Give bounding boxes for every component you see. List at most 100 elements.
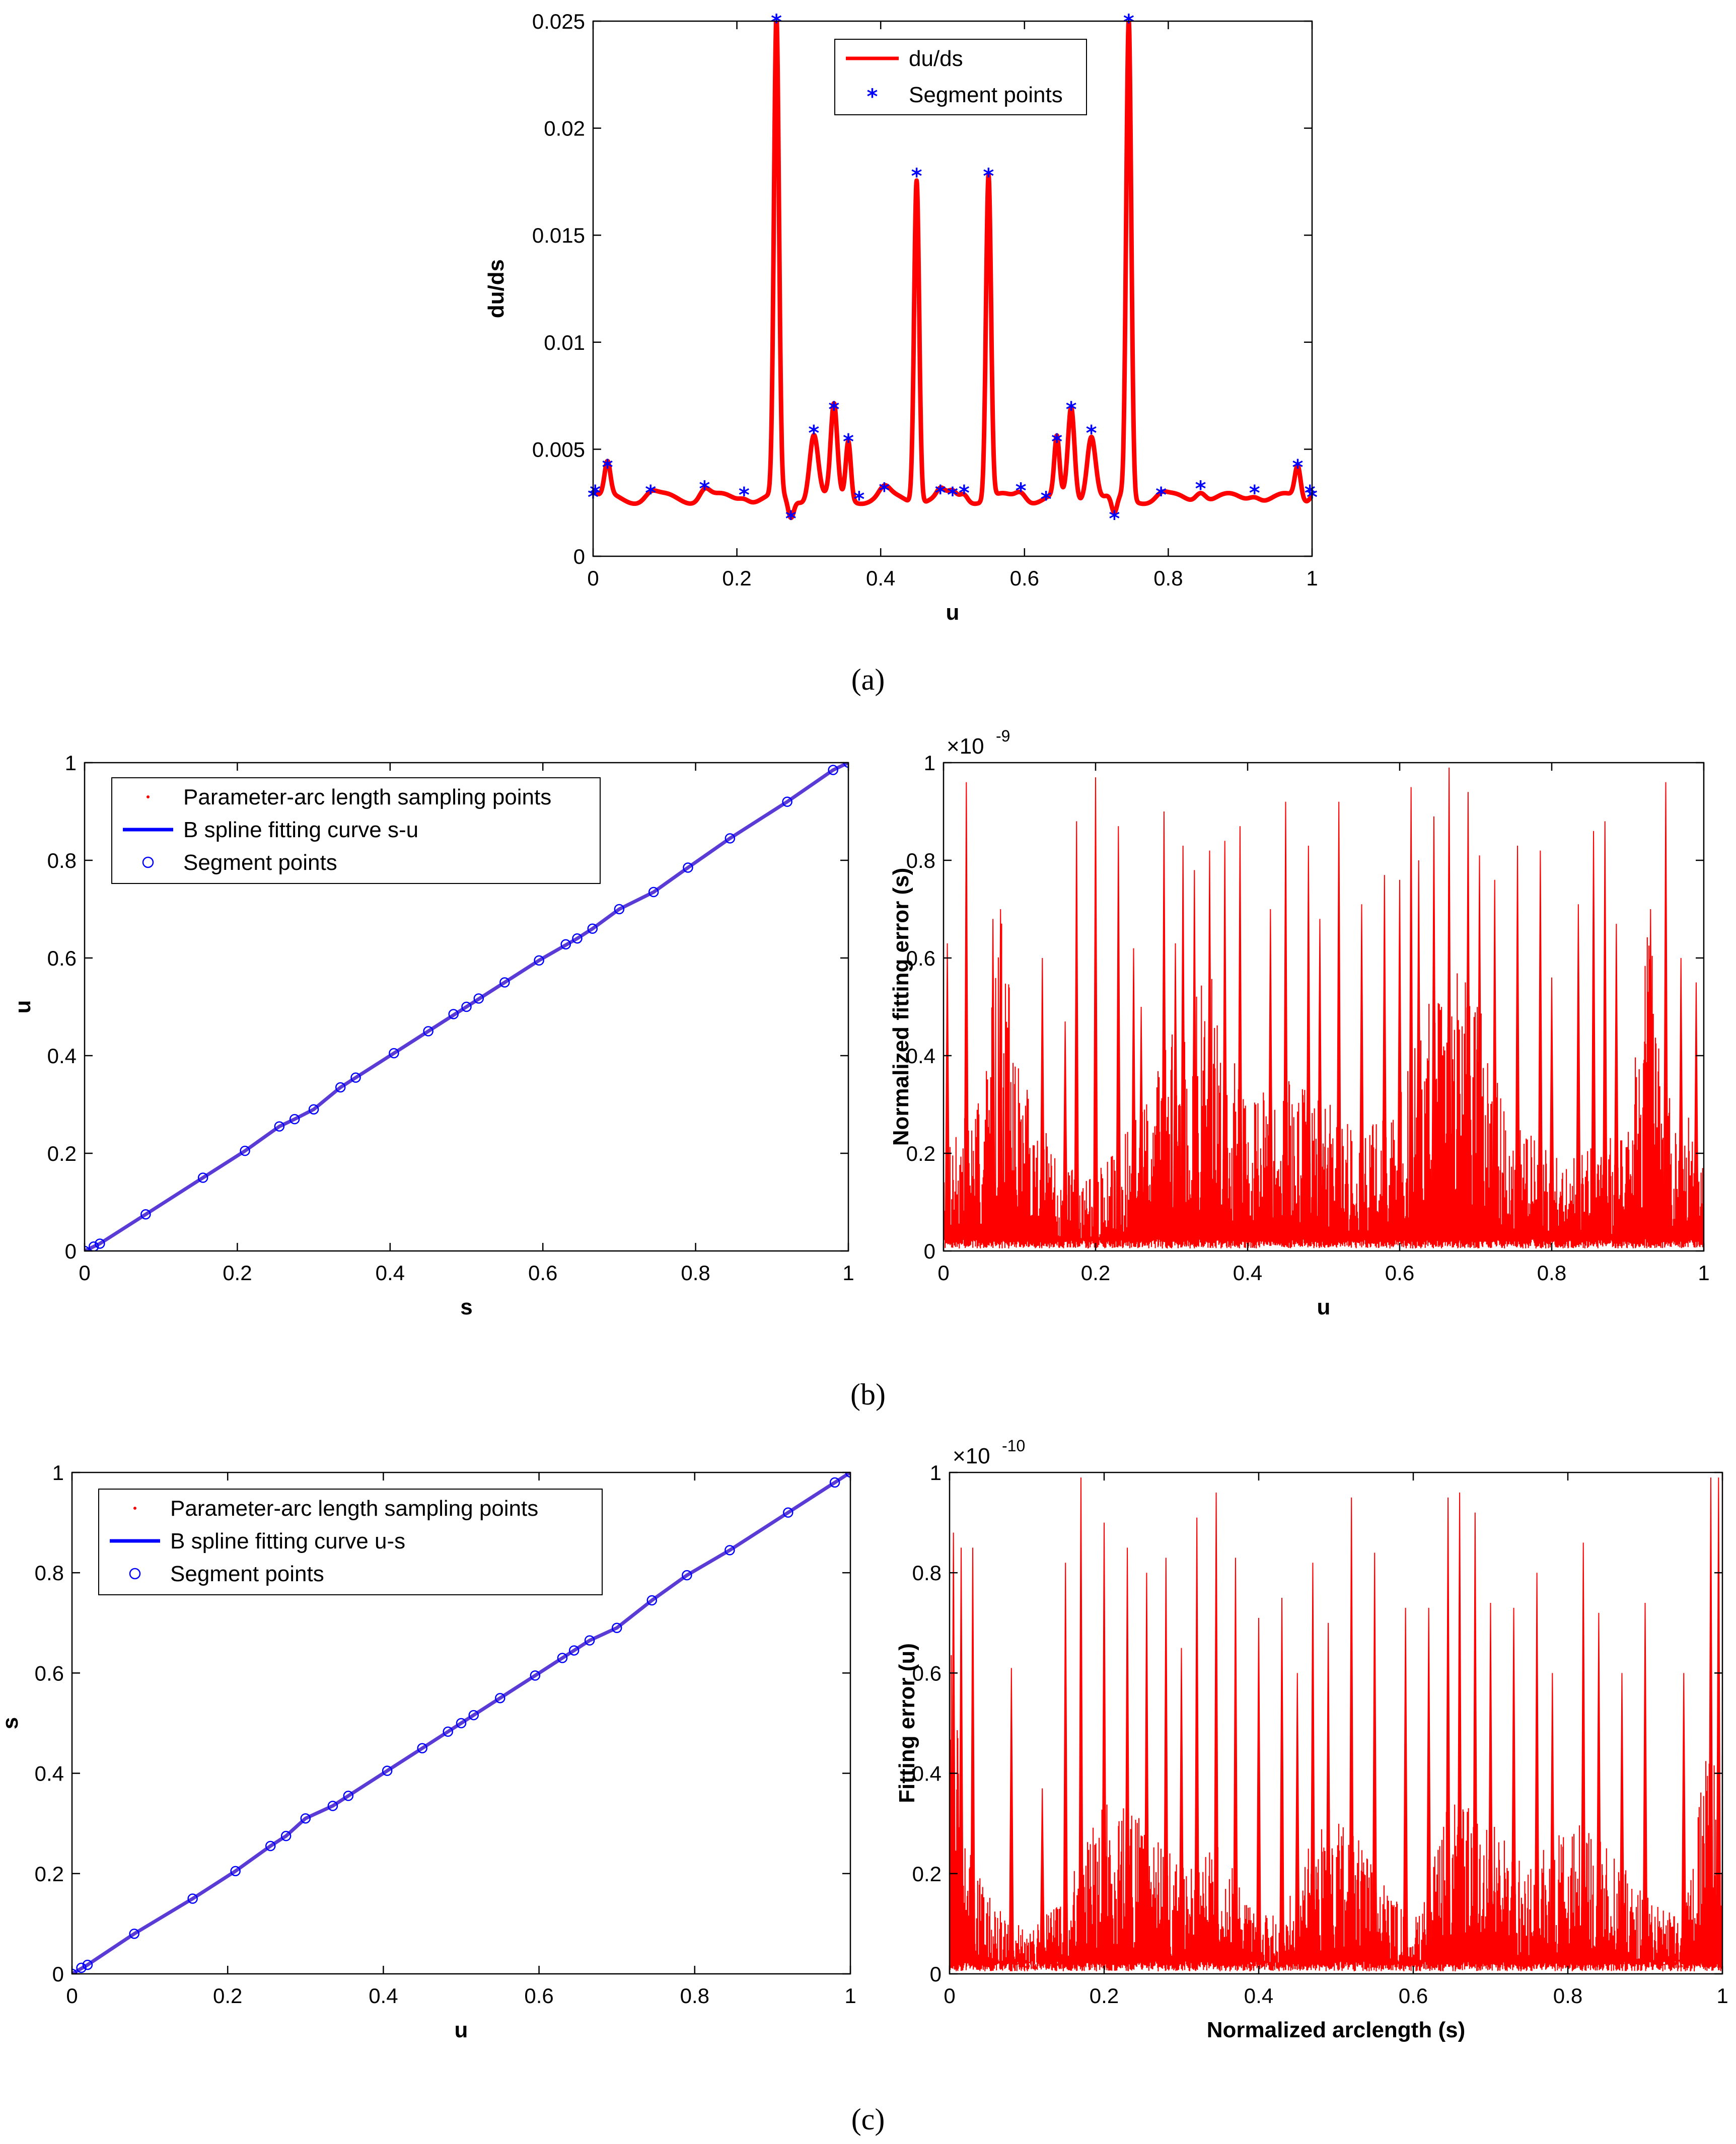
legend-entry-label: Segment points — [170, 1562, 324, 1586]
segment-point-marker: * — [645, 480, 656, 505]
segment-point-circle — [530, 1670, 541, 1681]
axes-box — [949, 1471, 1723, 1975]
error-spike — [1349, 1497, 1354, 1965]
x-tick-label: 0.8 — [1153, 566, 1183, 590]
y-tick-label: 0.6 — [47, 946, 77, 970]
y-tick-label: 0.6 — [906, 946, 935, 970]
segment-point-circle — [389, 1048, 399, 1059]
segment-point-marker: * — [828, 397, 839, 422]
error-spike — [1233, 1558, 1238, 1965]
error-spike — [1708, 1477, 1713, 1965]
segment-point-circle — [335, 1082, 346, 1093]
legend-entry-label: Parameter-arc length sampling points — [170, 1496, 538, 1521]
segment-point-circle — [240, 1145, 250, 1156]
y-tick-label: 0.025 — [532, 10, 585, 33]
error-spike — [1591, 831, 1597, 1242]
chart-b-right: 0 0.2 0.4 0.6 0.8 1 0 0.2 0.4 0.6 0.8 1 u Normalized … — [889, 727, 1710, 1319]
legend-entry-label: du/ds — [909, 46, 963, 71]
segment-point-circle — [382, 1765, 393, 1776]
error-spike — [1074, 821, 1079, 1242]
x-tick-label: 0.2 — [1090, 1984, 1119, 2008]
error-spike — [1457, 1492, 1463, 1965]
error-spike — [959, 1547, 964, 1965]
error-spike — [970, 1547, 976, 1965]
segment-point-circle — [584, 1635, 595, 1646]
y-tick-label: 0.4 — [912, 1762, 942, 1786]
segment-point-circle — [557, 1653, 568, 1663]
error-spike — [1326, 1622, 1331, 1965]
y-tick-label: 1 — [930, 1461, 942, 1485]
segment-point-circle — [280, 1830, 292, 1841]
segment-point-circle — [129, 1929, 139, 1939]
segment-point-circle — [274, 1121, 285, 1132]
segment-point-marker: * — [959, 480, 970, 505]
segment-point-marker: * — [808, 420, 819, 445]
error-spike — [1336, 801, 1342, 1242]
segment-point-circle — [88, 1241, 99, 1251]
error-spike — [1426, 1607, 1431, 1965]
y-tick-label: 0.8 — [906, 849, 935, 872]
legend-dot-swatch — [147, 795, 150, 798]
segment-point-circle — [82, 1959, 93, 1970]
error-spike — [1256, 1617, 1262, 1965]
series-layer — [593, 21, 1312, 521]
error-spike — [1575, 904, 1581, 1242]
segment-point-circle — [76, 1962, 87, 1973]
error-spike — [1008, 1668, 1014, 1965]
error-spike — [1614, 924, 1619, 1242]
error-spike — [1237, 826, 1243, 1242]
segment-point-circle — [300, 1813, 311, 1824]
error-spike — [1138, 1006, 1144, 1242]
segment-point-marker: * — [1249, 480, 1260, 505]
error-spike — [1446, 767, 1452, 1242]
y-tick-label: 1 — [65, 751, 77, 775]
error-spike — [1642, 1602, 1648, 1965]
error-spike — [1416, 860, 1421, 1242]
y-tick-label: 0.01 — [544, 331, 585, 354]
axis-exponent-power: -10 — [1002, 1437, 1025, 1455]
segment-point-circle — [495, 1692, 505, 1704]
error-spike — [1492, 879, 1497, 1242]
segment-point-marker: * — [785, 506, 797, 531]
x-tick-label: 0.2 — [722, 566, 751, 590]
error-spike — [1131, 948, 1136, 1242]
error-spike — [1025, 1089, 1030, 1242]
error-spike — [945, 943, 950, 1242]
error-spike — [1465, 792, 1471, 1242]
y-tick-label: 1 — [52, 1461, 64, 1485]
x-axis-label: u — [946, 600, 960, 625]
error-spike — [1663, 782, 1669, 1242]
x-tick-label: 0.6 — [1385, 1261, 1414, 1285]
error-spike — [1294, 1673, 1300, 1965]
legend-entry-label: B spline fitting curve u-s — [170, 1529, 405, 1554]
segment-point-circle — [473, 993, 484, 1004]
segment-point-circle — [648, 886, 659, 898]
x-tick-label: 0 — [587, 566, 599, 590]
y-tick-label: 0 — [573, 545, 585, 568]
segment-point-circle — [468, 1710, 479, 1721]
segment-point-circle — [95, 1238, 105, 1249]
segment-point-circle — [230, 1866, 241, 1877]
segment-point-circle — [308, 1104, 319, 1115]
error-spike — [990, 919, 996, 1242]
x-tick-label: 0.4 — [866, 566, 895, 590]
bspline-fit-curve — [85, 763, 848, 1251]
error-spike — [1180, 845, 1186, 1242]
segment-point-marker: * — [911, 164, 922, 188]
error-spike — [1515, 845, 1521, 1242]
segment-point-marker: * — [1195, 476, 1206, 501]
error-spike — [1213, 1492, 1219, 1965]
segment-point-marker: * — [935, 480, 946, 505]
x-axis-label: u — [455, 2018, 468, 2042]
error-spike — [1101, 1522, 1107, 1965]
error-spike — [1306, 845, 1311, 1242]
y-tick-label: 0.8 — [35, 1561, 64, 1585]
segment-point-marker: * — [1041, 487, 1052, 511]
y-tick-label: 0.2 — [35, 1862, 64, 1886]
y-tick-label: 0.4 — [35, 1762, 64, 1786]
caption-c: (c) — [851, 2103, 885, 2136]
error-spike — [1192, 870, 1197, 1242]
segment-point-circle — [587, 923, 598, 934]
x-tick-label: 0 — [79, 1261, 90, 1285]
error-spike — [1279, 1597, 1285, 1965]
